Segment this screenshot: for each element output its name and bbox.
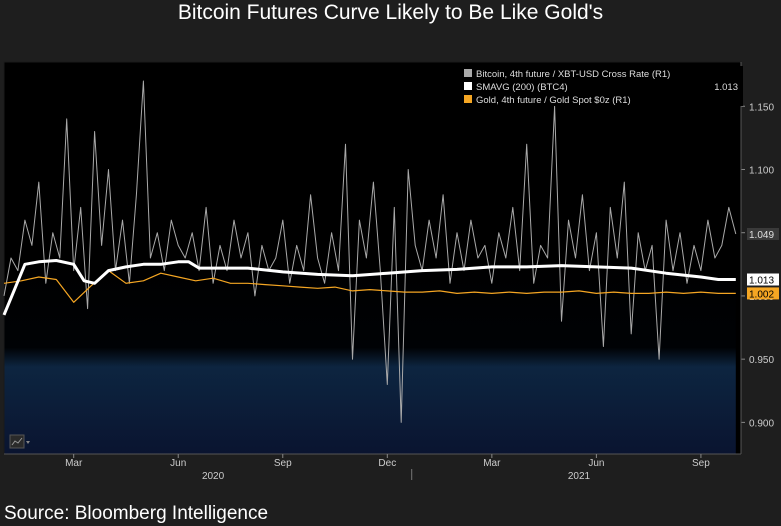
chart-options-icon[interactable]	[9, 434, 25, 449]
x-month-label: Jun	[588, 458, 604, 469]
x-month-label: Sep	[692, 458, 710, 469]
legend-swatch	[464, 95, 472, 103]
x-month-label: Jun	[170, 458, 186, 469]
legend: Bitcoin, 4th future / XBT-USD Cross Rate…	[458, 66, 743, 106]
source-note: Source: Bloomberg Intelligence	[4, 503, 269, 524]
x-month-label: Dec	[378, 458, 396, 469]
x-year-label: 2020	[202, 471, 225, 482]
chart-title: Bitcoin Futures Curve Likely to Be Like …	[177, 1, 604, 24]
legend-box	[458, 66, 743, 106]
last-value-badge	[747, 273, 779, 286]
last-value-badge	[747, 287, 779, 300]
legend-ma-value: 1.013	[714, 82, 738, 93]
series-line	[3, 80, 737, 423]
legend-label: Gold, 4th future / Gold Spot $0z (R1)	[476, 95, 631, 106]
legend-label: Bitcoin, 4th future / XBT-USD Cross Rate…	[476, 69, 670, 80]
y-tick-label: 0.950	[749, 355, 774, 366]
chart-toolbar[interactable]	[9, 434, 30, 449]
chevron-down-icon[interactable]	[26, 441, 30, 444]
legend-swatch	[464, 69, 472, 77]
x-axis-band	[0, 454, 781, 486]
y-tick-label: 1.100	[749, 165, 774, 176]
x-year-label: 2021	[568, 471, 591, 482]
series-line	[3, 270, 736, 303]
last-value-label: 1.049	[749, 230, 774, 241]
last-value-badge	[747, 227, 779, 240]
series-line	[2, 259, 736, 316]
area-under-curve	[4, 260, 736, 454]
y-tick-label: 1.150	[749, 102, 774, 113]
x-month-label: Mar	[65, 458, 83, 469]
x-month-label: Sep	[274, 458, 292, 469]
x-axis: Mar Jun Sep Dec Mar Jun Sep 2020 2021	[0, 453, 781, 486]
y-tick-label: 0.900	[749, 418, 774, 429]
last-value-label: 1.013	[749, 275, 774, 286]
series-lines	[2, 80, 737, 423]
line-chart-icon	[11, 437, 23, 446]
legend-swatch	[464, 82, 472, 90]
last-value-label: 1.002	[749, 289, 774, 300]
x-month-label: Mar	[483, 458, 501, 469]
last-value-labels: 1.049 1.013 1.002	[747, 227, 779, 300]
legend-label: SMAVG (200) (BTC4)	[476, 82, 568, 93]
